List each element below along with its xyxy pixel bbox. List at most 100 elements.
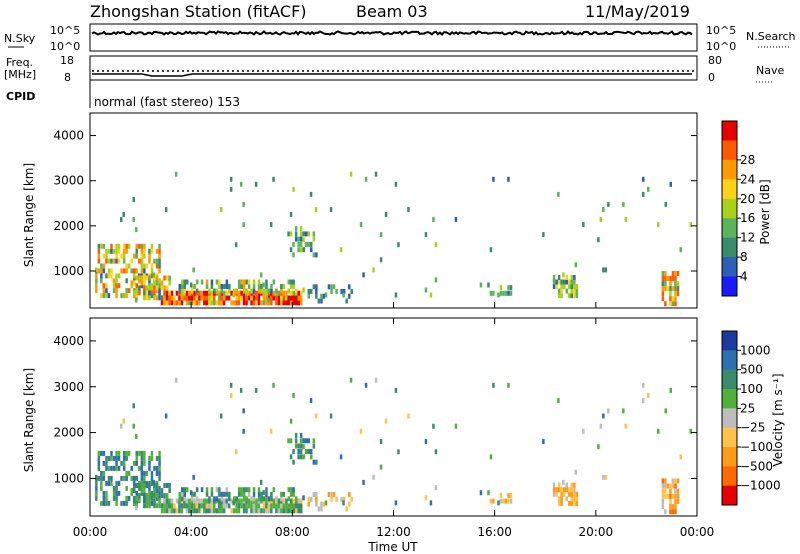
power-cell [560, 293, 563, 299]
velocity-cell [242, 487, 246, 493]
velocity-cell [242, 491, 246, 497]
velocity-cell [235, 503, 238, 509]
velocity-cell [282, 491, 285, 497]
velocity-cell [560, 500, 563, 506]
velocity-cell [349, 377, 353, 383]
velocity-cell [297, 498, 300, 504]
velocity-cell [125, 455, 128, 461]
velocity-cell [140, 488, 144, 494]
velocity-cell [257, 503, 261, 509]
power-cell [218, 295, 221, 301]
velocity-cell [168, 483, 171, 488]
power-cell [327, 284, 331, 290]
velocity-cell [203, 508, 206, 514]
power-cell [100, 278, 103, 284]
velocity-cell [312, 438, 316, 444]
velocity-cell [314, 413, 318, 419]
velocity-cell [582, 428, 585, 434]
velocity-cell [117, 455, 121, 461]
power-cell [125, 248, 128, 254]
power-cell [145, 263, 149, 269]
velocity-cell [287, 487, 290, 493]
velocity-cell [661, 483, 665, 489]
colorbar-swatch [722, 447, 737, 467]
power-cell [317, 298, 321, 304]
velocity-cell [203, 503, 206, 509]
power-cell [489, 290, 493, 296]
velocity-cell [130, 465, 133, 471]
velocity-cell [666, 493, 670, 499]
velocity-cell [245, 496, 248, 502]
power-cell [359, 222, 363, 228]
velocity-cell [671, 504, 675, 510]
power-cell [229, 186, 233, 192]
velocity-cell [192, 474, 195, 480]
power-cell [100, 243, 103, 249]
velocity-cell [165, 508, 169, 514]
power-cell [245, 300, 248, 306]
power-cell [247, 279, 251, 285]
colorbar-swatch [722, 121, 737, 141]
power-cell [350, 289, 353, 294]
power-cell [130, 268, 133, 274]
velocity-cell [575, 496, 579, 502]
velocity-cell [95, 495, 98, 501]
power-cell [200, 290, 204, 296]
velocity-cell [307, 496, 310, 502]
velocity-cell [292, 487, 295, 493]
velocity-cell [198, 503, 201, 509]
velocity-cell [300, 503, 303, 509]
power-cell [669, 301, 672, 307]
power-cell [297, 295, 300, 301]
velocity-cell [135, 433, 138, 439]
power-cell [568, 293, 571, 299]
power-cell [504, 290, 508, 296]
nsearch-label: N.Search [746, 30, 796, 43]
velocity-cell [155, 465, 159, 471]
velocity-cell [252, 487, 256, 493]
power-cell [148, 278, 151, 284]
power-cell [287, 300, 290, 306]
power-cell [300, 300, 303, 306]
power-cell [260, 284, 263, 289]
power-cell [140, 263, 144, 269]
velocity-cell [143, 485, 146, 491]
power-cell [252, 279, 256, 285]
x-tick-label: 04:00 [174, 525, 209, 539]
velocity-cell [105, 465, 108, 471]
power-cell [107, 248, 111, 254]
power-cell [117, 283, 121, 289]
power-cell [302, 231, 305, 237]
power-cell [315, 289, 318, 294]
power-cell [555, 284, 558, 289]
velocity-cell [679, 454, 682, 460]
power-cell [200, 279, 204, 285]
velocity-cell [115, 500, 118, 506]
power-cell [237, 300, 241, 306]
velocity-cell [557, 487, 561, 493]
velocity-cell [155, 470, 159, 476]
power-cell [148, 295, 151, 301]
velocity-cell [225, 487, 229, 493]
power-cell [599, 217, 603, 222]
power-cell [300, 290, 303, 296]
velocity-cell [275, 503, 278, 509]
velocity-cell [374, 377, 378, 383]
velocity-cell [280, 491, 283, 497]
power-cell [220, 284, 224, 289]
velocity-cell [140, 465, 144, 471]
power-cell [330, 284, 333, 290]
power-cell [275, 300, 278, 306]
velocity-cell [160, 508, 164, 514]
power-cell [604, 267, 608, 273]
velocity-cell [219, 413, 223, 419]
power-cell [183, 284, 186, 289]
velocity-cell [153, 493, 156, 499]
colorbar-swatch [722, 218, 737, 239]
velocity-cell [107, 465, 111, 471]
power-cell [105, 273, 108, 279]
velocity-cell [562, 479, 565, 485]
power-cell [247, 290, 251, 296]
power-cell [105, 253, 108, 259]
power-cell [492, 290, 495, 296]
